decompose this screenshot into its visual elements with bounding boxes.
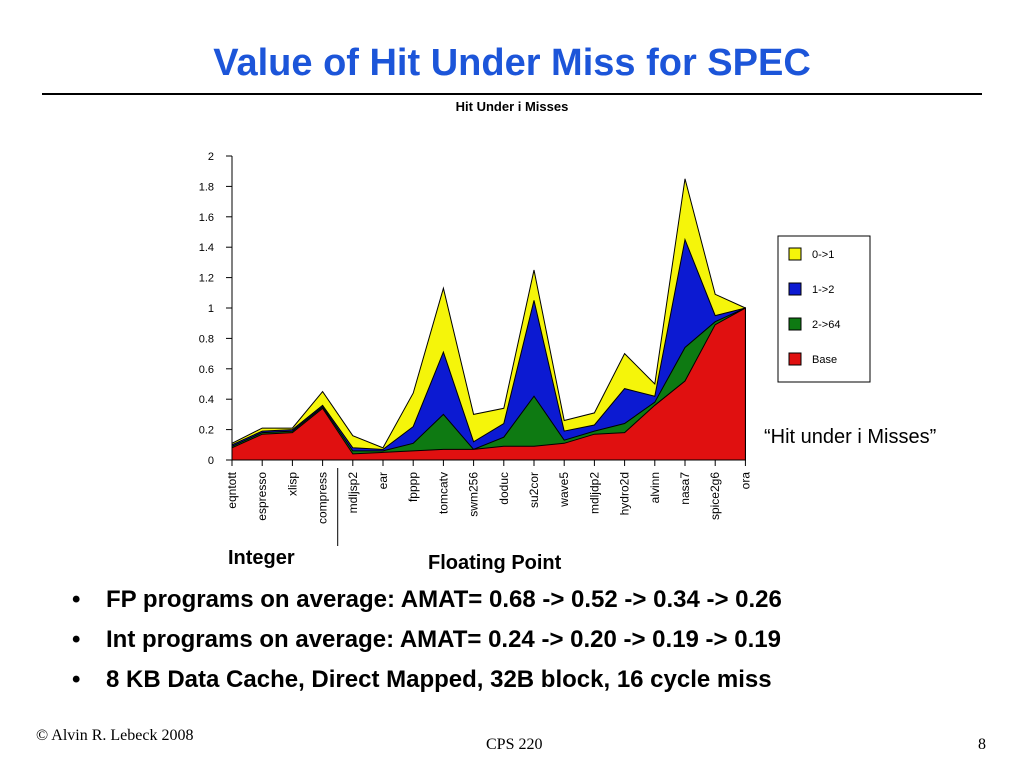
legend-swatch [788,282,802,296]
footer-course: CPS 220 [486,736,543,753]
bullet-icon: • [72,586,81,613]
x-category-label: fpppp [406,472,420,502]
bullet-text: 8 KB Data Cache, Direct Mapped, 32B bloc… [106,666,772,693]
y-tick-label: 2 [208,151,214,163]
slide-title: Value of Hit Under Miss for SPEC [213,42,811,84]
bullet-icon: • [72,666,81,693]
y-tick-label: 0 [208,455,214,467]
x-category-label: compress [316,472,330,524]
footer-copyright: © Alvin R. Lebeck 2008 [36,727,194,744]
y-tick-label: 1.2 [199,273,214,285]
x-category-label: doduc [497,472,511,505]
bullet-list: • FP programs on average: AMAT= 0.68 -> 0… [72,582,782,702]
y-tick-label: 1.6 [199,212,214,224]
legend-swatch [788,352,802,366]
area-chart: 0 0.2 0.4 0.6 0.8 1 1.2 1.4 1.6 1.8 2 eqntott espres… [199,151,871,546]
area-series-0-1 [231,178,746,461]
bullet-item: • 8 KB Data Cache, Direct Mapped, 32B blo… [72,662,782,702]
y-tick-label: 0.4 [199,394,214,406]
bullet-item: • Int programs on average: AMAT= 0.24 -> … [72,622,782,662]
legend-label: Base [812,354,837,366]
x-category-label: xlisp [285,472,299,496]
x-category-label: hydro2d [618,472,632,515]
bullet-icon: • [72,626,81,653]
x-category-label: espresso [255,472,269,521]
legend-label: 0->1 [812,249,834,261]
x-category-label: eqntott [225,471,239,508]
x-category-label: nasa7 [678,472,692,505]
y-tick-label: 1.4 [199,242,214,254]
bullet-item: • FP programs on average: AMAT= 0.68 -> 0… [72,582,782,622]
legend-swatch [788,247,802,261]
x-category-label: alvinn [648,472,662,503]
chart-title: Hit Under i Misses [455,99,569,114]
y-tick-label: 0.2 [199,425,214,437]
legend-swatch [788,317,802,331]
bullet-text: FP programs on average: AMAT= 0.68 -> 0.… [106,586,782,613]
x-category-label: mdljsp2 [346,472,360,514]
legend-label: 2->64 [812,319,840,331]
group-label-floating-point: Floating Point [428,552,562,574]
area-series-1-2 [231,237,746,461]
footer-page-number: 8 [978,736,986,753]
x-category-label: wave5 [557,472,571,508]
y-tick-label: 0.8 [199,333,214,345]
title-divider [42,93,982,95]
x-category-label: ear [376,472,390,489]
x-category-label: su2cor [527,472,541,508]
group-label-integer: Integer [228,547,295,569]
x-category-label: swm256 [467,472,481,517]
y-tick-label: 1 [208,303,214,315]
annotation-hit-under-i-misses: “Hit under i Misses” [764,426,937,448]
x-category-label: spice2g6 [708,472,722,520]
legend-label: 1->2 [812,284,834,296]
x-category-label: ora [738,472,752,490]
x-category-label: mdljdp2 [587,472,601,514]
bullet-text: Int programs on average: AMAT= 0.24 -> 0… [106,626,781,653]
y-tick-label: 0.6 [199,364,214,376]
area-series-base [231,307,746,461]
y-tick-label: 1.8 [199,181,214,193]
x-category-label: tomcatv [436,472,450,514]
